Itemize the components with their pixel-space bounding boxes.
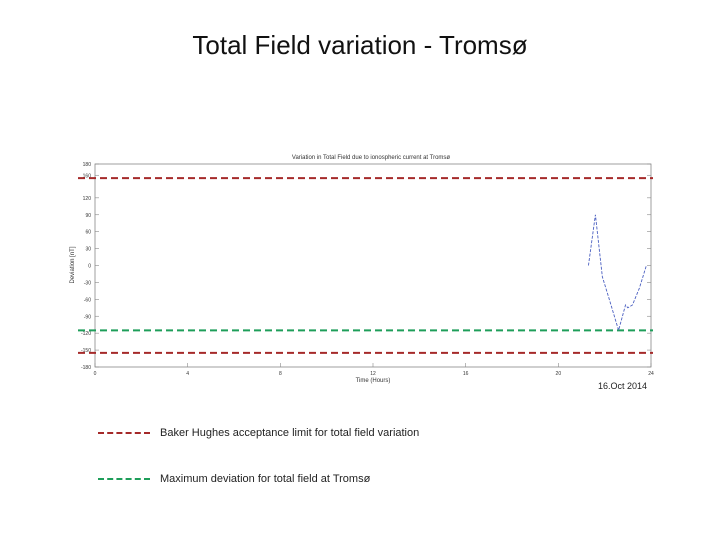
reference-lines xyxy=(78,177,653,354)
x-tick-label: 0 xyxy=(94,371,97,377)
x-tick-label: 16 xyxy=(463,371,469,377)
series-line xyxy=(588,214,647,332)
y-tick-label: -180 xyxy=(81,365,91,371)
legend-item-acceptance-limit: Baker Hughes acceptance limit for total … xyxy=(98,427,419,439)
y-tick-label: 30 xyxy=(85,247,91,253)
x-tick-label: 24 xyxy=(648,371,654,377)
y-tick-label: -120 xyxy=(81,331,91,337)
y-axis-label: Deviation [nT] xyxy=(70,246,76,283)
legend-label: Maximum deviation for total field at Tro… xyxy=(160,473,371,485)
y-tick-label: 60 xyxy=(85,230,91,236)
y-tick-label: -30 xyxy=(84,280,91,286)
plot-area xyxy=(94,163,652,368)
y-tick-label: -90 xyxy=(84,314,91,320)
chart-title: Variation in Total Field due to ionosphe… xyxy=(292,155,451,161)
variation-chart: Variation in Total Field due to ionosphe… xyxy=(70,155,654,384)
x-tick-label: 8 xyxy=(279,371,282,377)
x-axis-label: Time (Hours) xyxy=(356,378,391,384)
y-axis: 180 160 120 90 60 30 0 -30 -60 -90 -120 -150 -180 xyxy=(81,162,651,371)
legend-item-max-deviation: Maximum deviation for total field at Tro… xyxy=(98,473,370,485)
y-tick-label: 90 xyxy=(85,213,91,219)
x-tick-label: 20 xyxy=(556,371,562,377)
series-group xyxy=(588,214,647,332)
date-label: 16.Oct 2014 xyxy=(598,381,648,391)
legend-swatch-green-dashed xyxy=(98,478,150,480)
y-tick-label: 180 xyxy=(83,162,92,168)
x-tick-label: 12 xyxy=(370,371,376,377)
legend-label: Baker Hughes acceptance limit for total … xyxy=(160,427,420,439)
slide-title: Total Field variation - Tromsø xyxy=(192,30,528,60)
y-tick-label: 160 xyxy=(83,173,92,179)
x-axis: 0 4 8 12 16 20 24 xyxy=(94,363,654,377)
y-tick-label: 120 xyxy=(83,196,92,202)
x-tick-label: 4 xyxy=(186,371,189,377)
y-tick-label: 0 xyxy=(88,264,91,270)
y-tick-label: -150 xyxy=(81,348,91,354)
y-tick-label: -60 xyxy=(84,297,91,303)
legend-swatch-red-dashed xyxy=(98,432,150,434)
